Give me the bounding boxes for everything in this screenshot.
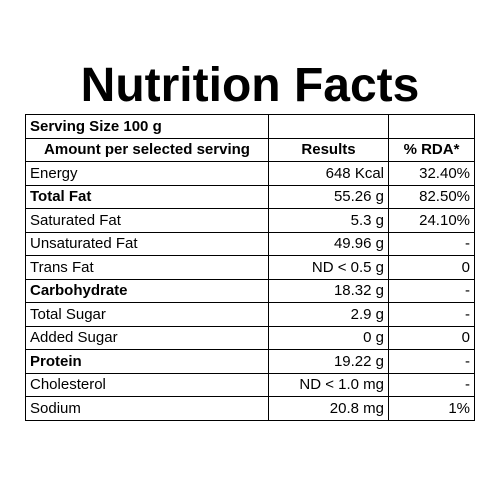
- nutrient-result: 2.9 g: [268, 302, 389, 327]
- nutrient-result: 19.22 g: [268, 349, 389, 374]
- nutrient-result: 55.26 g: [268, 184, 389, 209]
- nutrient-rda: -: [388, 372, 475, 397]
- empty-cell: [388, 114, 475, 139]
- nutrient-rda: -: [388, 231, 475, 256]
- nutrient-rda: 0: [388, 255, 475, 280]
- nutrient-name: Unsaturated Fat: [25, 231, 269, 256]
- serving-size-label: Serving Size 100 g: [25, 114, 269, 139]
- nutrient-name: Carbohydrate: [25, 278, 269, 303]
- nutrient-rda: 24.10%: [388, 208, 475, 233]
- nutrient-rda: 1%: [388, 396, 475, 421]
- page-title: Nutrition Facts: [80, 59, 420, 112]
- nutrient-rda: 82.50%: [388, 184, 475, 209]
- table-row: Saturated Fat 5.3 g 24.10%: [25, 208, 475, 233]
- empty-cell: [268, 114, 389, 139]
- table-row: Total Fat 55.26 g 82.50%: [25, 184, 475, 209]
- header-results: Results: [268, 137, 389, 162]
- table-row: Added Sugar 0 g 0: [25, 325, 475, 350]
- serving-size-row: Serving Size 100 g: [25, 114, 475, 139]
- nutrient-rda: -: [388, 278, 475, 303]
- nutrient-result: 0 g: [268, 325, 389, 350]
- nutrient-result: 648 Kcal: [268, 161, 389, 186]
- nutrient-name: Total Sugar: [25, 302, 269, 327]
- table-row: Energy 648 Kcal 32.40%: [25, 161, 475, 186]
- nutrient-name: Saturated Fat: [25, 208, 269, 233]
- header-row: Amount per selected serving Results % RD…: [25, 137, 475, 162]
- table-row: Trans Fat ND < 0.5 g 0: [25, 255, 475, 280]
- table-row: Unsaturated Fat 49.96 g -: [25, 231, 475, 256]
- table-row: Protein 19.22 g -: [25, 349, 475, 374]
- nutrient-rda: -: [388, 349, 475, 374]
- nutrient-name: Protein: [25, 349, 269, 374]
- nutrient-rda: 0: [388, 325, 475, 350]
- nutrient-name: Added Sugar: [25, 325, 269, 350]
- header-amount: Amount per selected serving: [25, 137, 269, 162]
- nutrient-result: 20.8 mg: [268, 396, 389, 421]
- nutrition-table: Serving Size 100 g Amount per selected s…: [25, 114, 475, 421]
- nutrient-name: Trans Fat: [25, 255, 269, 280]
- nutrient-result: 49.96 g: [268, 231, 389, 256]
- table-row: Total Sugar 2.9 g -: [25, 302, 475, 327]
- nutrient-name: Total Fat: [25, 184, 269, 209]
- nutrient-result: ND < 1.0 mg: [268, 372, 389, 397]
- nutrient-rda: 32.40%: [388, 161, 475, 186]
- nutrient-rda: -: [388, 302, 475, 327]
- nutrient-result: 5.3 g: [268, 208, 389, 233]
- table-row: Cholesterol ND < 1.0 mg -: [25, 372, 475, 397]
- table-row: Sodium 20.8 mg 1%: [25, 396, 475, 421]
- nutrient-name: Cholesterol: [25, 372, 269, 397]
- nutrient-name: Sodium: [25, 396, 269, 421]
- header-rda: % RDA*: [388, 137, 475, 162]
- nutrient-name: Energy: [25, 161, 269, 186]
- nutrient-result: ND < 0.5 g: [268, 255, 389, 280]
- nutrient-result: 18.32 g: [268, 278, 389, 303]
- table-row: Carbohydrate 18.32 g -: [25, 278, 475, 303]
